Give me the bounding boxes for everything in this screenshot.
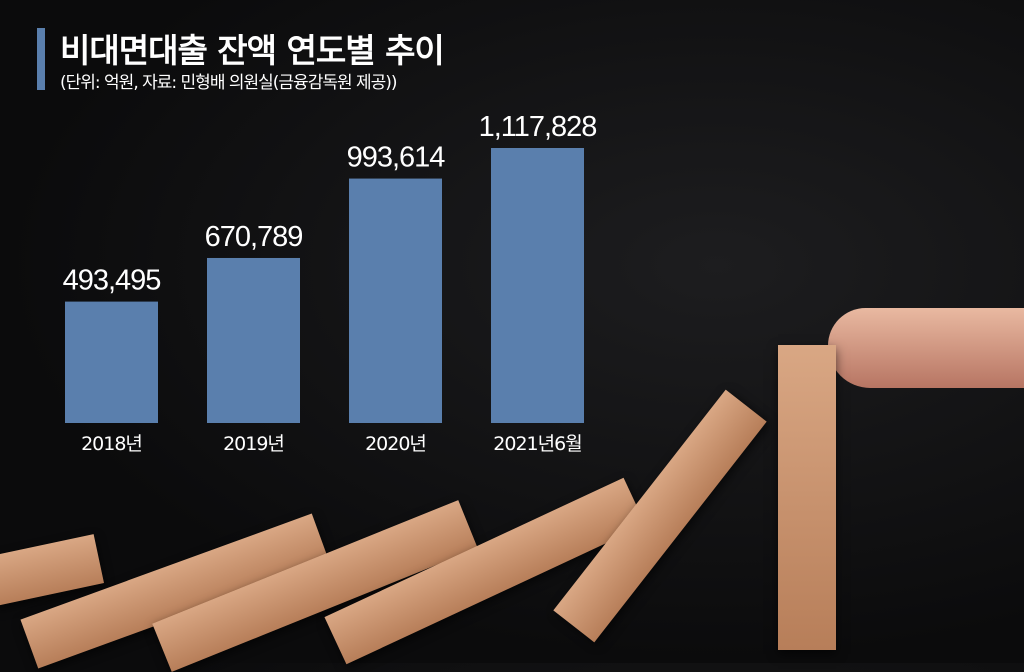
data-label: 993,614 [347, 142, 446, 174]
data-label: 1,117,828 [479, 111, 597, 143]
category-label: 2020년 [365, 433, 426, 455]
category-label: 2021년6월 [493, 433, 581, 455]
chart-title: 비대면대출 잔액 연도별 추이 [60, 31, 445, 70]
data-label: 670,789 [205, 221, 303, 253]
bar [349, 178, 442, 423]
bar [207, 257, 300, 423]
category-label: 2018년 [81, 433, 142, 455]
data-label: 493,495 [63, 265, 161, 297]
finger-decoration [828, 308, 1024, 388]
domino-decoration [778, 345, 836, 650]
bar [65, 301, 158, 423]
bar [491, 148, 584, 423]
category-label: 2019년 [223, 433, 284, 455]
chart-subtitle: (단위: 억원, 자료: 민형배 의원실(금융감독원 제공)) [60, 73, 398, 93]
title-accent-bar [37, 28, 45, 90]
